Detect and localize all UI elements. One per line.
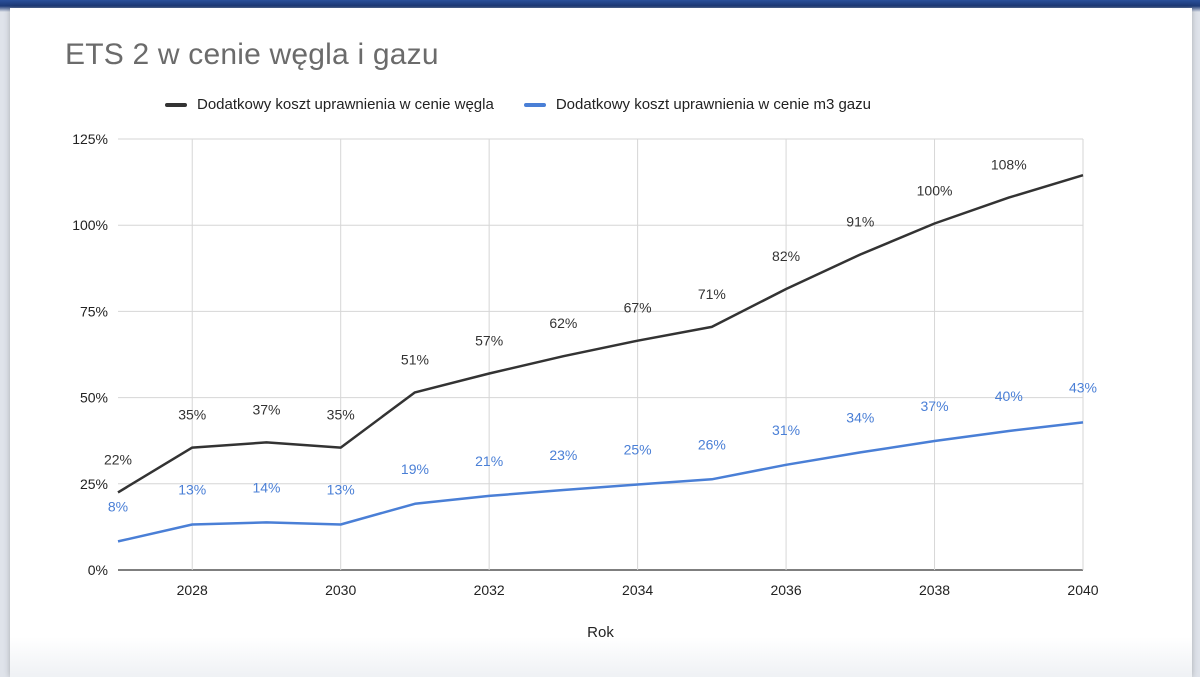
legend-label-coal: Dodatkowy koszt uprawnienia w cenie węgl…	[197, 96, 494, 113]
legend-item-coal[interactable]: Dodatkowy koszt uprawnienia w cenie węgl…	[165, 96, 494, 113]
chart-title: ETS 2 w cenie węgla i gazu	[65, 38, 439, 71]
data-label-coal: 82%	[772, 248, 800, 264]
y-tick-label: 75%	[80, 303, 108, 319]
data-label-coal: 22%	[104, 451, 132, 467]
data-label-gas: 25%	[624, 441, 652, 457]
x-tick-label: 2028	[177, 582, 208, 598]
x-tick-label: 2030	[325, 582, 356, 598]
grid-layer	[118, 138, 1084, 571]
data-label-coal: 57%	[475, 332, 503, 348]
data-label-coal: 67%	[624, 300, 652, 316]
legend-swatch-coal	[165, 102, 187, 107]
series-line-coal	[117, 174, 1084, 494]
axis-layer: 0% 25% 50% 75% 100% 125% 2028 2030 2032 2034 2036 2…	[72, 131, 1099, 641]
data-label-coal: 35%	[178, 407, 206, 423]
data-label-coal: 108%	[991, 157, 1027, 173]
data-label-gas: 19%	[401, 461, 429, 477]
x-tick-label: 2034	[622, 582, 653, 598]
data-label-coal: 62%	[549, 315, 577, 331]
data-label-gas: 14%	[252, 479, 280, 495]
legend-item-gas[interactable]: Dodatkowy koszt uprawnienia w cenie m3 g…	[523, 96, 871, 113]
data-label-gas: 23%	[549, 447, 577, 463]
y-tick-label: 100%	[72, 217, 108, 233]
legend: Dodatkowy koszt uprawnienia w cenie węgl…	[165, 96, 871, 113]
data-label-coal: 51%	[401, 351, 429, 367]
data-label-coal: 35%	[327, 407, 355, 423]
data-label-gas: 13%	[178, 481, 206, 497]
x-axis-label: Rok	[587, 624, 614, 641]
data-label-gas: 21%	[475, 453, 503, 469]
line-chart: 0% 25% 50% 75% 100% 125% 2028 2030 2032 2034 2036 2…	[72, 131, 1099, 641]
legend-label-gas: Dodatkowy koszt uprawnienia w cenie m3 g…	[555, 96, 871, 113]
data-label-coal: 37%	[252, 401, 280, 417]
series-layer	[117, 174, 1084, 543]
data-label-gas: 40%	[995, 388, 1023, 404]
y-tick-label: 25%	[80, 476, 108, 492]
label-layer: 22% 35% 37% 35% 51% 57% 62% 67% 71% 82% 91% 100% 108…	[104, 157, 1097, 515]
legend-swatch-gas	[523, 102, 546, 107]
series-line-gas	[117, 421, 1084, 543]
x-tick-label: 2036	[770, 582, 801, 598]
chart-slide: ETS 2 w cenie węgla i gazu Dodatkowy kos…	[10, 8, 1192, 677]
data-label-gas: 26%	[698, 436, 726, 452]
x-tick-label: 2038	[919, 582, 950, 598]
data-label-coal: 91%	[846, 214, 874, 230]
data-label-coal: 100%	[917, 182, 953, 198]
data-label-gas: 43%	[1069, 379, 1097, 395]
data-label-gas: 8%	[108, 498, 128, 514]
y-tick-label: 125%	[72, 131, 108, 147]
data-label-gas: 31%	[772, 422, 800, 438]
data-label-coal: 71%	[698, 286, 726, 302]
data-label-gas: 37%	[921, 398, 949, 414]
data-label-gas: 34%	[846, 409, 874, 425]
y-tick-label: 0%	[88, 562, 108, 578]
x-tick-label: 2040	[1067, 582, 1098, 598]
y-tick-label: 50%	[80, 390, 108, 406]
x-tick-label: 2032	[474, 582, 505, 598]
data-label-gas: 13%	[327, 481, 355, 497]
